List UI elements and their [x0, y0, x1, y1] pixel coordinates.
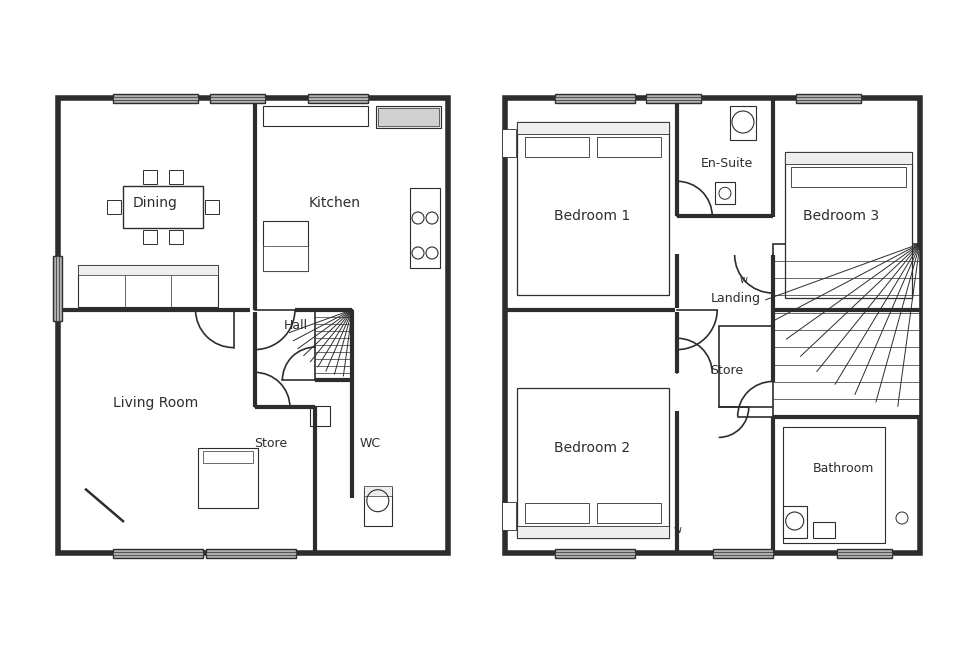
- Bar: [263, 221, 308, 271]
- Bar: [364, 488, 392, 526]
- Bar: [376, 106, 441, 128]
- Text: Store: Store: [254, 438, 287, 451]
- Text: En-Suite: En-Suite: [701, 157, 754, 170]
- Text: w: w: [740, 275, 748, 285]
- Bar: [206, 549, 296, 558]
- Bar: [316, 310, 353, 380]
- Bar: [364, 486, 392, 496]
- Text: Landing: Landing: [710, 292, 760, 305]
- Bar: [555, 552, 635, 555]
- Bar: [502, 502, 516, 530]
- Bar: [525, 503, 589, 523]
- Bar: [205, 200, 220, 214]
- Text: Bedroom 3: Bedroom 3: [803, 210, 879, 223]
- Bar: [53, 256, 62, 321]
- Bar: [525, 136, 589, 157]
- Bar: [143, 170, 158, 184]
- Bar: [210, 94, 266, 103]
- Bar: [837, 549, 892, 558]
- Bar: [56, 256, 60, 321]
- Bar: [837, 552, 892, 555]
- Bar: [715, 182, 735, 204]
- Text: Bedroom 1: Bedroom 1: [554, 210, 630, 223]
- Bar: [783, 506, 807, 538]
- Bar: [597, 503, 662, 523]
- Bar: [783, 426, 885, 543]
- Bar: [263, 106, 368, 126]
- Bar: [113, 552, 203, 555]
- Bar: [410, 188, 440, 268]
- Bar: [198, 447, 259, 507]
- Bar: [517, 526, 669, 538]
- Bar: [263, 246, 308, 271]
- Bar: [796, 94, 860, 103]
- Bar: [378, 108, 439, 126]
- Bar: [730, 106, 756, 140]
- Bar: [772, 244, 920, 417]
- Bar: [113, 94, 198, 103]
- Bar: [712, 549, 772, 558]
- Text: Hall: Hall: [284, 319, 308, 332]
- Bar: [206, 552, 296, 555]
- Bar: [107, 200, 122, 214]
- Bar: [505, 98, 920, 553]
- Bar: [796, 97, 860, 101]
- Bar: [58, 98, 448, 553]
- Bar: [113, 97, 198, 101]
- Text: Living Room: Living Room: [113, 396, 198, 410]
- Text: Store: Store: [710, 364, 744, 377]
- Bar: [517, 121, 669, 295]
- Bar: [308, 94, 368, 103]
- Bar: [170, 170, 183, 184]
- Bar: [517, 121, 669, 134]
- Text: Kitchen: Kitchen: [309, 196, 361, 210]
- Bar: [113, 549, 203, 558]
- Bar: [143, 231, 158, 244]
- Bar: [555, 97, 635, 101]
- Bar: [170, 231, 183, 244]
- Bar: [517, 388, 669, 538]
- Text: WC: WC: [360, 438, 380, 451]
- Text: Bathroom: Bathroom: [812, 462, 874, 475]
- Bar: [78, 265, 218, 276]
- Text: Bedroom 2: Bedroom 2: [554, 441, 630, 455]
- Bar: [123, 186, 203, 228]
- Bar: [646, 97, 701, 101]
- Bar: [597, 136, 662, 157]
- Bar: [502, 129, 516, 157]
- Bar: [718, 325, 775, 407]
- Bar: [785, 152, 912, 298]
- Bar: [204, 451, 254, 462]
- Bar: [78, 265, 218, 308]
- Bar: [812, 522, 835, 538]
- Bar: [311, 406, 330, 426]
- Bar: [646, 94, 701, 103]
- Bar: [308, 97, 368, 101]
- Bar: [555, 94, 635, 103]
- Bar: [785, 152, 912, 164]
- Text: Dining: Dining: [133, 196, 178, 210]
- Text: w: w: [673, 525, 681, 535]
- Bar: [791, 167, 906, 187]
- Bar: [712, 552, 772, 555]
- Bar: [210, 97, 266, 101]
- Bar: [555, 549, 635, 558]
